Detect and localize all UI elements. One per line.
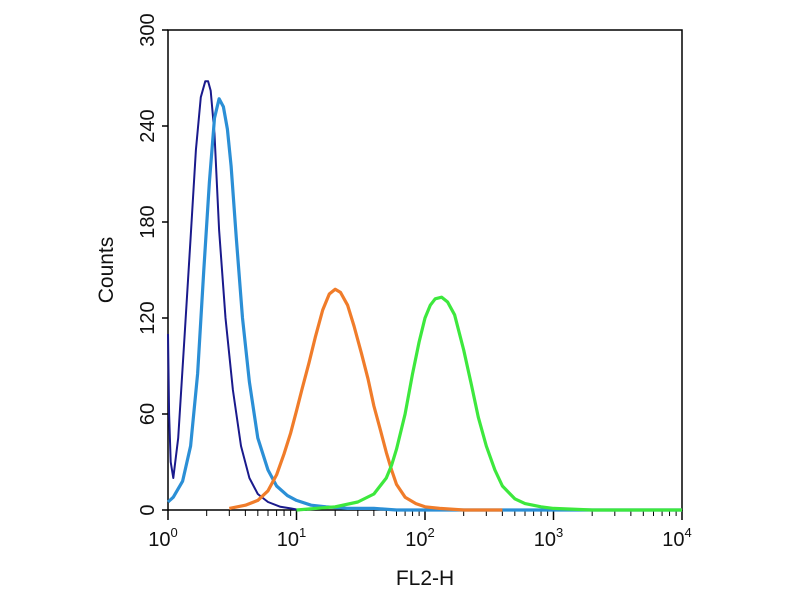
- y-tick-label: 60: [137, 403, 159, 425]
- series-line-3: [228, 287, 503, 512]
- y-tick-label: 0: [137, 504, 159, 515]
- y-axis: 0 60 120 180 240 300: [137, 13, 168, 516]
- x-axis-title: FL2-H: [396, 567, 454, 590]
- y-tick-label: 180: [137, 205, 159, 238]
- x-tick-label: 103: [534, 525, 563, 551]
- y-tick-label: 120: [137, 301, 159, 334]
- series-line-4: [296, 295, 682, 512]
- plot-area: [167, 29, 683, 511]
- y-tick-label: 240: [137, 109, 159, 142]
- series-line-2: [166, 97, 682, 512]
- series-layer: [166, 80, 682, 512]
- x-axis: 100 101 102 103 104: [148, 510, 692, 551]
- x-tick-label: 101: [277, 525, 306, 551]
- x-tick-label: 102: [405, 525, 434, 551]
- series-line-1: [167, 80, 307, 511]
- y-axis-title: Counts: [95, 237, 118, 304]
- x-tick-label: 104: [662, 525, 691, 551]
- y-tick-label: 300: [137, 13, 159, 46]
- x-tick-label: 100: [148, 525, 177, 551]
